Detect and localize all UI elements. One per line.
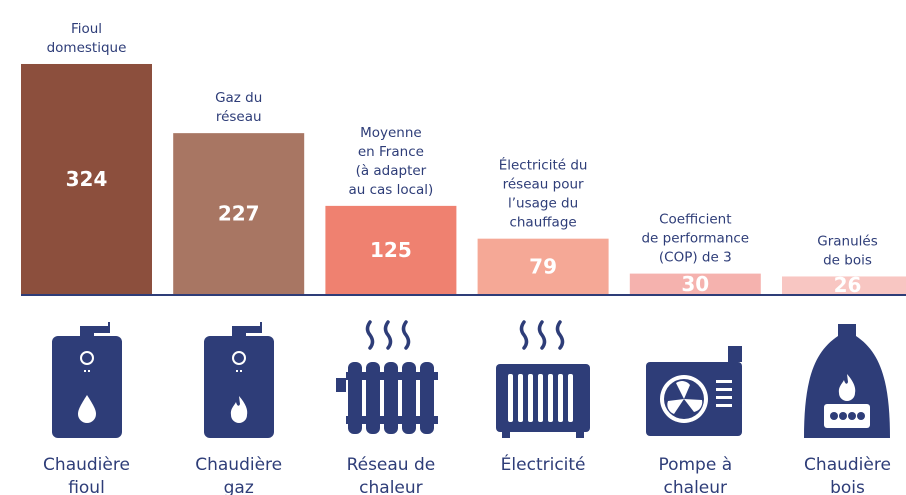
annotation: l’usage du [508,196,578,212]
annotation: Granulés [817,233,878,249]
icon-gas-boiler [204,322,274,438]
annotation: au cas local) [348,182,433,198]
category-label: Chaudière [195,455,282,475]
bar [477,238,609,295]
bar [325,205,457,295]
annotation: en France [358,144,424,160]
bar [629,273,761,295]
annotation: (à adapter [356,163,427,179]
bar [782,276,906,295]
annotation: de performance [641,231,749,247]
value-label: 79 [529,254,557,278]
icons [52,320,890,438]
category-label: chaleur [664,478,727,495]
icon-electric-radiator [496,320,590,438]
category-label: bois [830,478,865,495]
category-label: chaleur [359,478,422,495]
annotation: Gaz du [215,90,262,106]
category-label: Chaudière [43,455,130,475]
icon-heat-pump [646,346,742,436]
annotation: réseau [216,109,262,125]
annotation: réseau pour [503,177,584,193]
category-label: Chaudière [804,455,891,475]
value-label: 125 [370,238,412,262]
annotation: (COP) de 3 [659,250,732,266]
annotation: Moyenne [360,125,422,141]
value-label: 227 [218,202,260,226]
bar [173,133,305,295]
annotation: Électricité du [499,157,588,174]
category-label: Électricité [501,453,586,475]
category-label: Pompe à [658,455,732,475]
annotation: Fioul [71,21,102,37]
annotation: domestique [47,40,127,56]
annotation: chauffage [509,215,576,231]
value-label: 26 [834,273,862,297]
category-label: gaz [224,478,254,495]
value-label: 30 [681,272,709,296]
category-label: Réseau de [347,455,436,475]
value-label: 324 [66,167,108,191]
bar [21,63,152,295]
icon-wood-stove [804,324,890,438]
icon-radiator [336,320,438,434]
annotation: Coefficient [659,212,731,228]
category-label: fioul [68,478,105,495]
icon-oil-boiler [52,322,122,438]
annotation: de bois [823,252,872,268]
